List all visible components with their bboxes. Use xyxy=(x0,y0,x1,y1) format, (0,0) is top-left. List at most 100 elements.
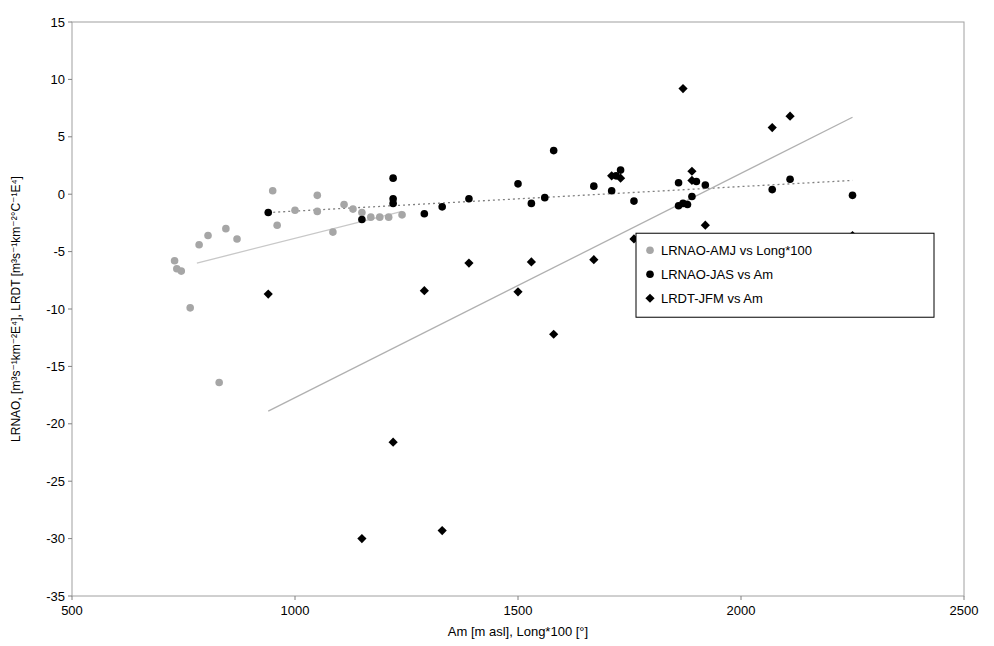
legend-marker xyxy=(645,294,654,303)
point xyxy=(269,187,277,195)
point xyxy=(514,180,522,188)
y-tick-label: -35 xyxy=(46,589,65,604)
y-tick xyxy=(68,251,72,252)
point xyxy=(438,526,447,535)
trend-line xyxy=(268,180,852,212)
point xyxy=(222,225,230,233)
point xyxy=(420,286,429,295)
point xyxy=(607,171,616,180)
y-tick xyxy=(68,309,72,310)
point xyxy=(688,193,696,201)
y-tick-label: -10 xyxy=(46,302,65,317)
point xyxy=(528,200,536,208)
point xyxy=(314,192,322,200)
point xyxy=(291,206,299,214)
point xyxy=(617,166,625,174)
point xyxy=(357,534,366,543)
point xyxy=(314,208,322,216)
point xyxy=(687,176,696,185)
x-tick xyxy=(72,596,73,600)
legend-label: LRNAO-JAS vs Am xyxy=(661,267,773,282)
point xyxy=(367,213,375,221)
point xyxy=(398,211,406,219)
y-tick-label: 0 xyxy=(58,187,65,202)
point xyxy=(513,287,522,296)
point xyxy=(438,203,446,211)
point xyxy=(678,84,687,93)
y-tick xyxy=(68,596,72,597)
point xyxy=(233,235,241,243)
y-tick-label: -30 xyxy=(46,531,65,546)
point xyxy=(849,192,857,200)
point xyxy=(349,205,357,213)
x-tick xyxy=(964,596,965,600)
point xyxy=(549,330,558,339)
point xyxy=(768,186,776,194)
point xyxy=(171,257,179,265)
plot-frame xyxy=(72,22,964,596)
x-tick xyxy=(295,596,296,600)
x-tick-label: 2500 xyxy=(950,603,979,618)
x-axis-title: Am [m asl], Long*100 [°] xyxy=(448,624,588,639)
point xyxy=(195,241,203,249)
y-tick-label: 15 xyxy=(51,15,65,30)
point xyxy=(541,194,549,202)
x-tick-label: 2000 xyxy=(727,603,756,618)
point xyxy=(385,213,393,221)
x-tick xyxy=(518,596,519,600)
point xyxy=(687,167,696,176)
point xyxy=(464,258,473,267)
legend: LRNAO-AMJ vs Long*100 LRNAO-JAS vs Am LRDT… xyxy=(636,233,934,317)
point xyxy=(376,213,384,221)
legend-label: LRDT-JFM vs Am xyxy=(661,291,763,306)
point xyxy=(527,257,536,266)
point xyxy=(264,209,272,217)
point xyxy=(264,289,273,298)
y-tick xyxy=(68,366,72,367)
point xyxy=(186,304,194,312)
point xyxy=(608,187,616,195)
x-tick-label: 1500 xyxy=(504,603,533,618)
point xyxy=(358,216,366,224)
point xyxy=(177,267,185,275)
y-tick-label: -15 xyxy=(46,359,65,374)
point xyxy=(550,147,558,155)
legend-label: LRNAO-AMJ vs Long*100 xyxy=(661,243,812,258)
y-tick xyxy=(68,481,72,482)
point xyxy=(702,181,710,189)
y-tick xyxy=(68,194,72,195)
point xyxy=(389,200,397,208)
chart: -35-30-25-20-15-10-505101550010001500200… xyxy=(0,0,994,646)
point xyxy=(630,197,638,205)
point xyxy=(590,182,598,190)
y-tick-label: 10 xyxy=(51,72,65,87)
point xyxy=(329,228,337,236)
y-tick-label: -25 xyxy=(46,474,65,489)
point xyxy=(421,210,429,218)
point xyxy=(389,174,397,182)
y-tick xyxy=(68,79,72,80)
trend-line xyxy=(197,211,402,263)
legend-marker xyxy=(646,246,654,254)
point xyxy=(358,209,366,217)
y-tick-label: -5 xyxy=(53,244,65,259)
point xyxy=(768,123,777,132)
y-tick-label: 5 xyxy=(58,129,65,144)
x-tick-label: 1000 xyxy=(281,603,310,618)
point xyxy=(684,201,692,209)
y-tick xyxy=(68,538,72,539)
point xyxy=(589,255,598,264)
point xyxy=(215,379,223,387)
point xyxy=(616,174,625,183)
legend-marker xyxy=(646,270,654,278)
point xyxy=(204,232,212,240)
y-tick xyxy=(68,423,72,424)
point xyxy=(465,195,473,203)
y-tick xyxy=(68,136,72,137)
point xyxy=(786,175,794,183)
x-tick-label: 500 xyxy=(61,603,83,618)
x-tick xyxy=(741,596,742,600)
y-axis-title: LRNAO, [m³s⁻¹km⁻²E⁴], LRDT [m³s⁻¹km⁻²°C⁻… xyxy=(9,176,23,442)
legend-box xyxy=(636,233,934,317)
point xyxy=(701,221,710,230)
